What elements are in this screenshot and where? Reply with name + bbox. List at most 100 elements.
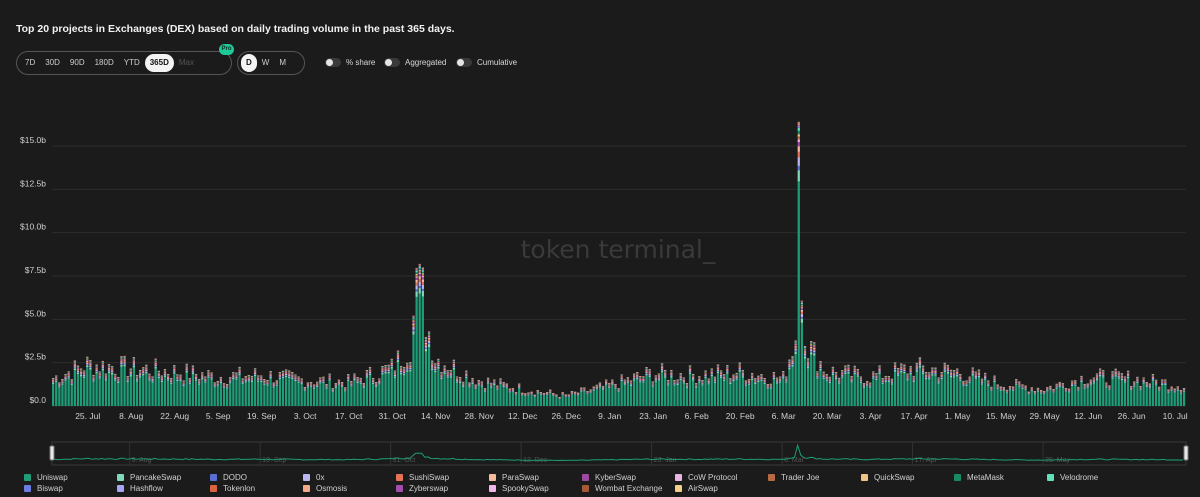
bar-segment [285, 377, 288, 406]
bar-segment [185, 366, 188, 368]
bar-segment [138, 373, 142, 375]
bar-segment [303, 389, 306, 391]
bar [285, 369, 288, 406]
bar-segment [194, 379, 198, 381]
bar-segment [291, 379, 294, 406]
bar [170, 378, 173, 406]
bar-segment [229, 383, 232, 406]
bar-segment [368, 371, 372, 372]
bar-segment [605, 382, 608, 384]
bar-segment [583, 391, 586, 406]
aggregated-switch[interactable] [384, 58, 400, 67]
bar-segment [89, 367, 92, 368]
range-365d-button[interactable]: 365D [144, 54, 174, 72]
bar-segment [322, 379, 325, 381]
bar-segment [151, 378, 154, 380]
bar-segment [322, 381, 325, 383]
bar [356, 376, 359, 406]
bar [166, 374, 170, 406]
bar [344, 387, 347, 406]
bar [70, 379, 73, 406]
bar-segment [421, 277, 424, 280]
bar-segment [92, 380, 95, 382]
bar-segment [79, 374, 83, 377]
bar-segment [660, 369, 664, 371]
range-90d-button[interactable]: 90D [69, 58, 85, 67]
bar-segment [111, 369, 114, 370]
bar-segment [275, 384, 278, 386]
bar-segment [170, 382, 173, 384]
bar-segment [300, 380, 303, 382]
bar-segment [132, 367, 136, 406]
bar-segment [732, 381, 735, 406]
range-7d-button[interactable]: 7D [25, 58, 36, 67]
bar-segment [95, 373, 98, 406]
bar-segment [207, 374, 210, 375]
bar-segment [111, 371, 114, 373]
bar-segment [570, 394, 574, 406]
bar-segment [347, 379, 350, 381]
bar-segment [747, 384, 751, 406]
bar-segment [424, 345, 428, 348]
bar-segment [664, 374, 667, 376]
bar-segment [443, 369, 446, 370]
bar-segment [462, 384, 465, 386]
bar [253, 368, 257, 406]
range-ytd-button[interactable]: YTD [123, 58, 140, 67]
granularity-month-button[interactable]: M [279, 58, 287, 67]
bar-segment [564, 396, 567, 406]
bar-segment [723, 377, 726, 379]
bar-segment [766, 387, 769, 389]
range-180d-button[interactable]: 180D [94, 58, 114, 67]
cumulative-switch[interactable] [456, 58, 472, 67]
bar-segment [297, 382, 300, 406]
bar-segment [713, 379, 716, 380]
range-30d-button[interactable]: 30D [45, 58, 60, 67]
bar-segment [679, 378, 682, 381]
bar [176, 374, 179, 406]
bar [83, 370, 86, 406]
bar-segment [356, 381, 359, 384]
bar-segment [757, 379, 760, 381]
bar-segment [486, 381, 490, 383]
bar-segment [496, 388, 499, 389]
bar-segment [229, 379, 232, 381]
bar [552, 393, 555, 406]
bar-segment [250, 382, 254, 406]
bar [763, 378, 766, 406]
range-max-button[interactable]: Max [178, 58, 194, 67]
bar-segment [496, 389, 499, 390]
bar-segment [356, 379, 359, 381]
bar-segment [238, 375, 241, 406]
bar-segment [381, 372, 384, 375]
bar-segment [216, 386, 219, 406]
bar-segment [344, 390, 347, 392]
bar [679, 373, 682, 406]
bar-segment [738, 369, 741, 370]
bar [312, 384, 316, 406]
bar-segment [474, 388, 477, 390]
bar-segment [390, 368, 393, 406]
granularity-week-button[interactable]: W [261, 58, 270, 67]
bar-segment [549, 393, 552, 406]
bar-segment [505, 388, 508, 406]
share-toggle[interactable]: % share [325, 58, 375, 67]
bar-segment [89, 364, 92, 366]
bar-segment [294, 379, 297, 382]
bar-segment [685, 387, 689, 388]
bar-segment [95, 367, 98, 369]
share-switch[interactable] [325, 58, 341, 67]
aggregated-toggle[interactable]: Aggregated [384, 58, 446, 67]
bar-segment [325, 387, 328, 389]
bar-segment [682, 382, 685, 384]
bar-segment [676, 384, 679, 386]
bar-segment [263, 384, 266, 406]
granularity-day-button[interactable]: D [241, 54, 257, 72]
bar-segment [79, 371, 83, 372]
cumulative-toggle[interactable]: Cumulative [456, 58, 517, 67]
bar-segment [86, 365, 89, 368]
bar-segment [191, 374, 195, 406]
bar-segment [166, 380, 170, 406]
bar [61, 379, 64, 406]
bar-segment [424, 347, 428, 349]
